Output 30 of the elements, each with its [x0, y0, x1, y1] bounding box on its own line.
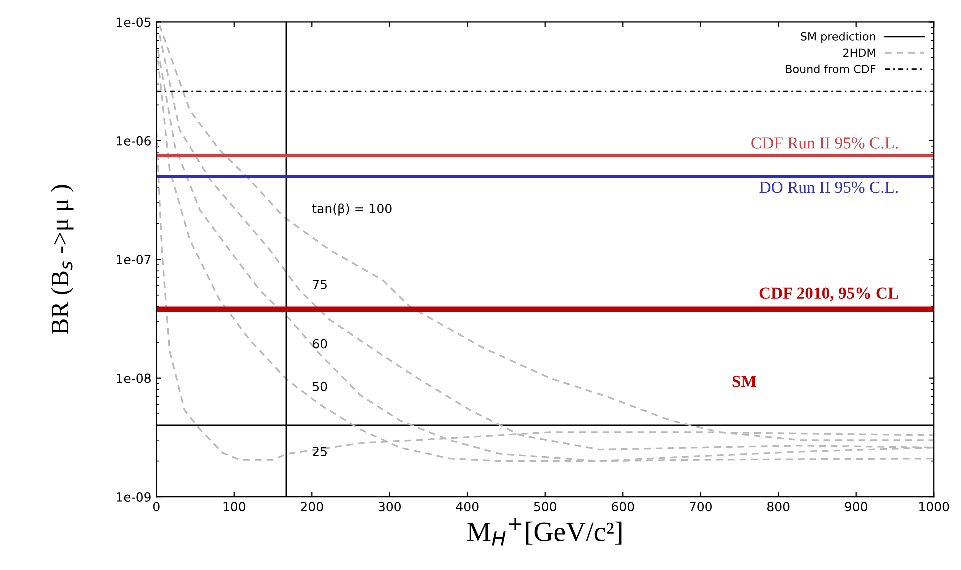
annotation: SM [732, 376, 756, 388]
annotation: 50 [313, 382, 328, 392]
legend-label: Bound from CDF [786, 64, 876, 74]
y-axis-title: BR (B$_{s}$ ->μ μ ) [51, 185, 74, 334]
x-tick-label: 600 [612, 502, 634, 512]
x-tick-label: 800 [768, 502, 790, 512]
ref-line-label: CDF Run II 95% C.L. [752, 138, 898, 149]
annotation: tan(β) = 100 [312, 204, 392, 216]
y-tick-label: 1e-08 [117, 374, 151, 384]
y-tick-label: 1e-07 [117, 255, 151, 265]
x-tick-label: 300 [378, 502, 401, 512]
legend-label: 2HDM [844, 48, 876, 57]
x-tick-label: 200 [301, 502, 324, 512]
x-tick-label: 100 [224, 502, 246, 512]
y-tick-label: 1e-05 [117, 18, 151, 28]
x-tick-label: 400 [456, 502, 479, 512]
annotation: 75 [313, 280, 327, 290]
x-tick-label: 700 [690, 502, 712, 512]
y-tick-label: 1e-06 [117, 136, 151, 146]
annotation: 60 [313, 339, 328, 349]
x-tick-label: 900 [845, 502, 868, 512]
ref-line-label: DO Run II 95% C.L. [760, 182, 898, 194]
x-axis-title: M$_{H}$$^{+}$[GeV/c²] [468, 518, 622, 546]
ref-line-label: CDF 2010, 95% CL [760, 288, 898, 302]
y-tick-label: 1e-09 [117, 492, 151, 502]
x-tick-label: 500 [534, 502, 556, 512]
annotation: 25 [313, 447, 327, 457]
legend-label: SM prediction [801, 32, 876, 43]
x-tick-label: 1000 [920, 502, 950, 512]
x-tick-label: 0 [153, 502, 160, 512]
